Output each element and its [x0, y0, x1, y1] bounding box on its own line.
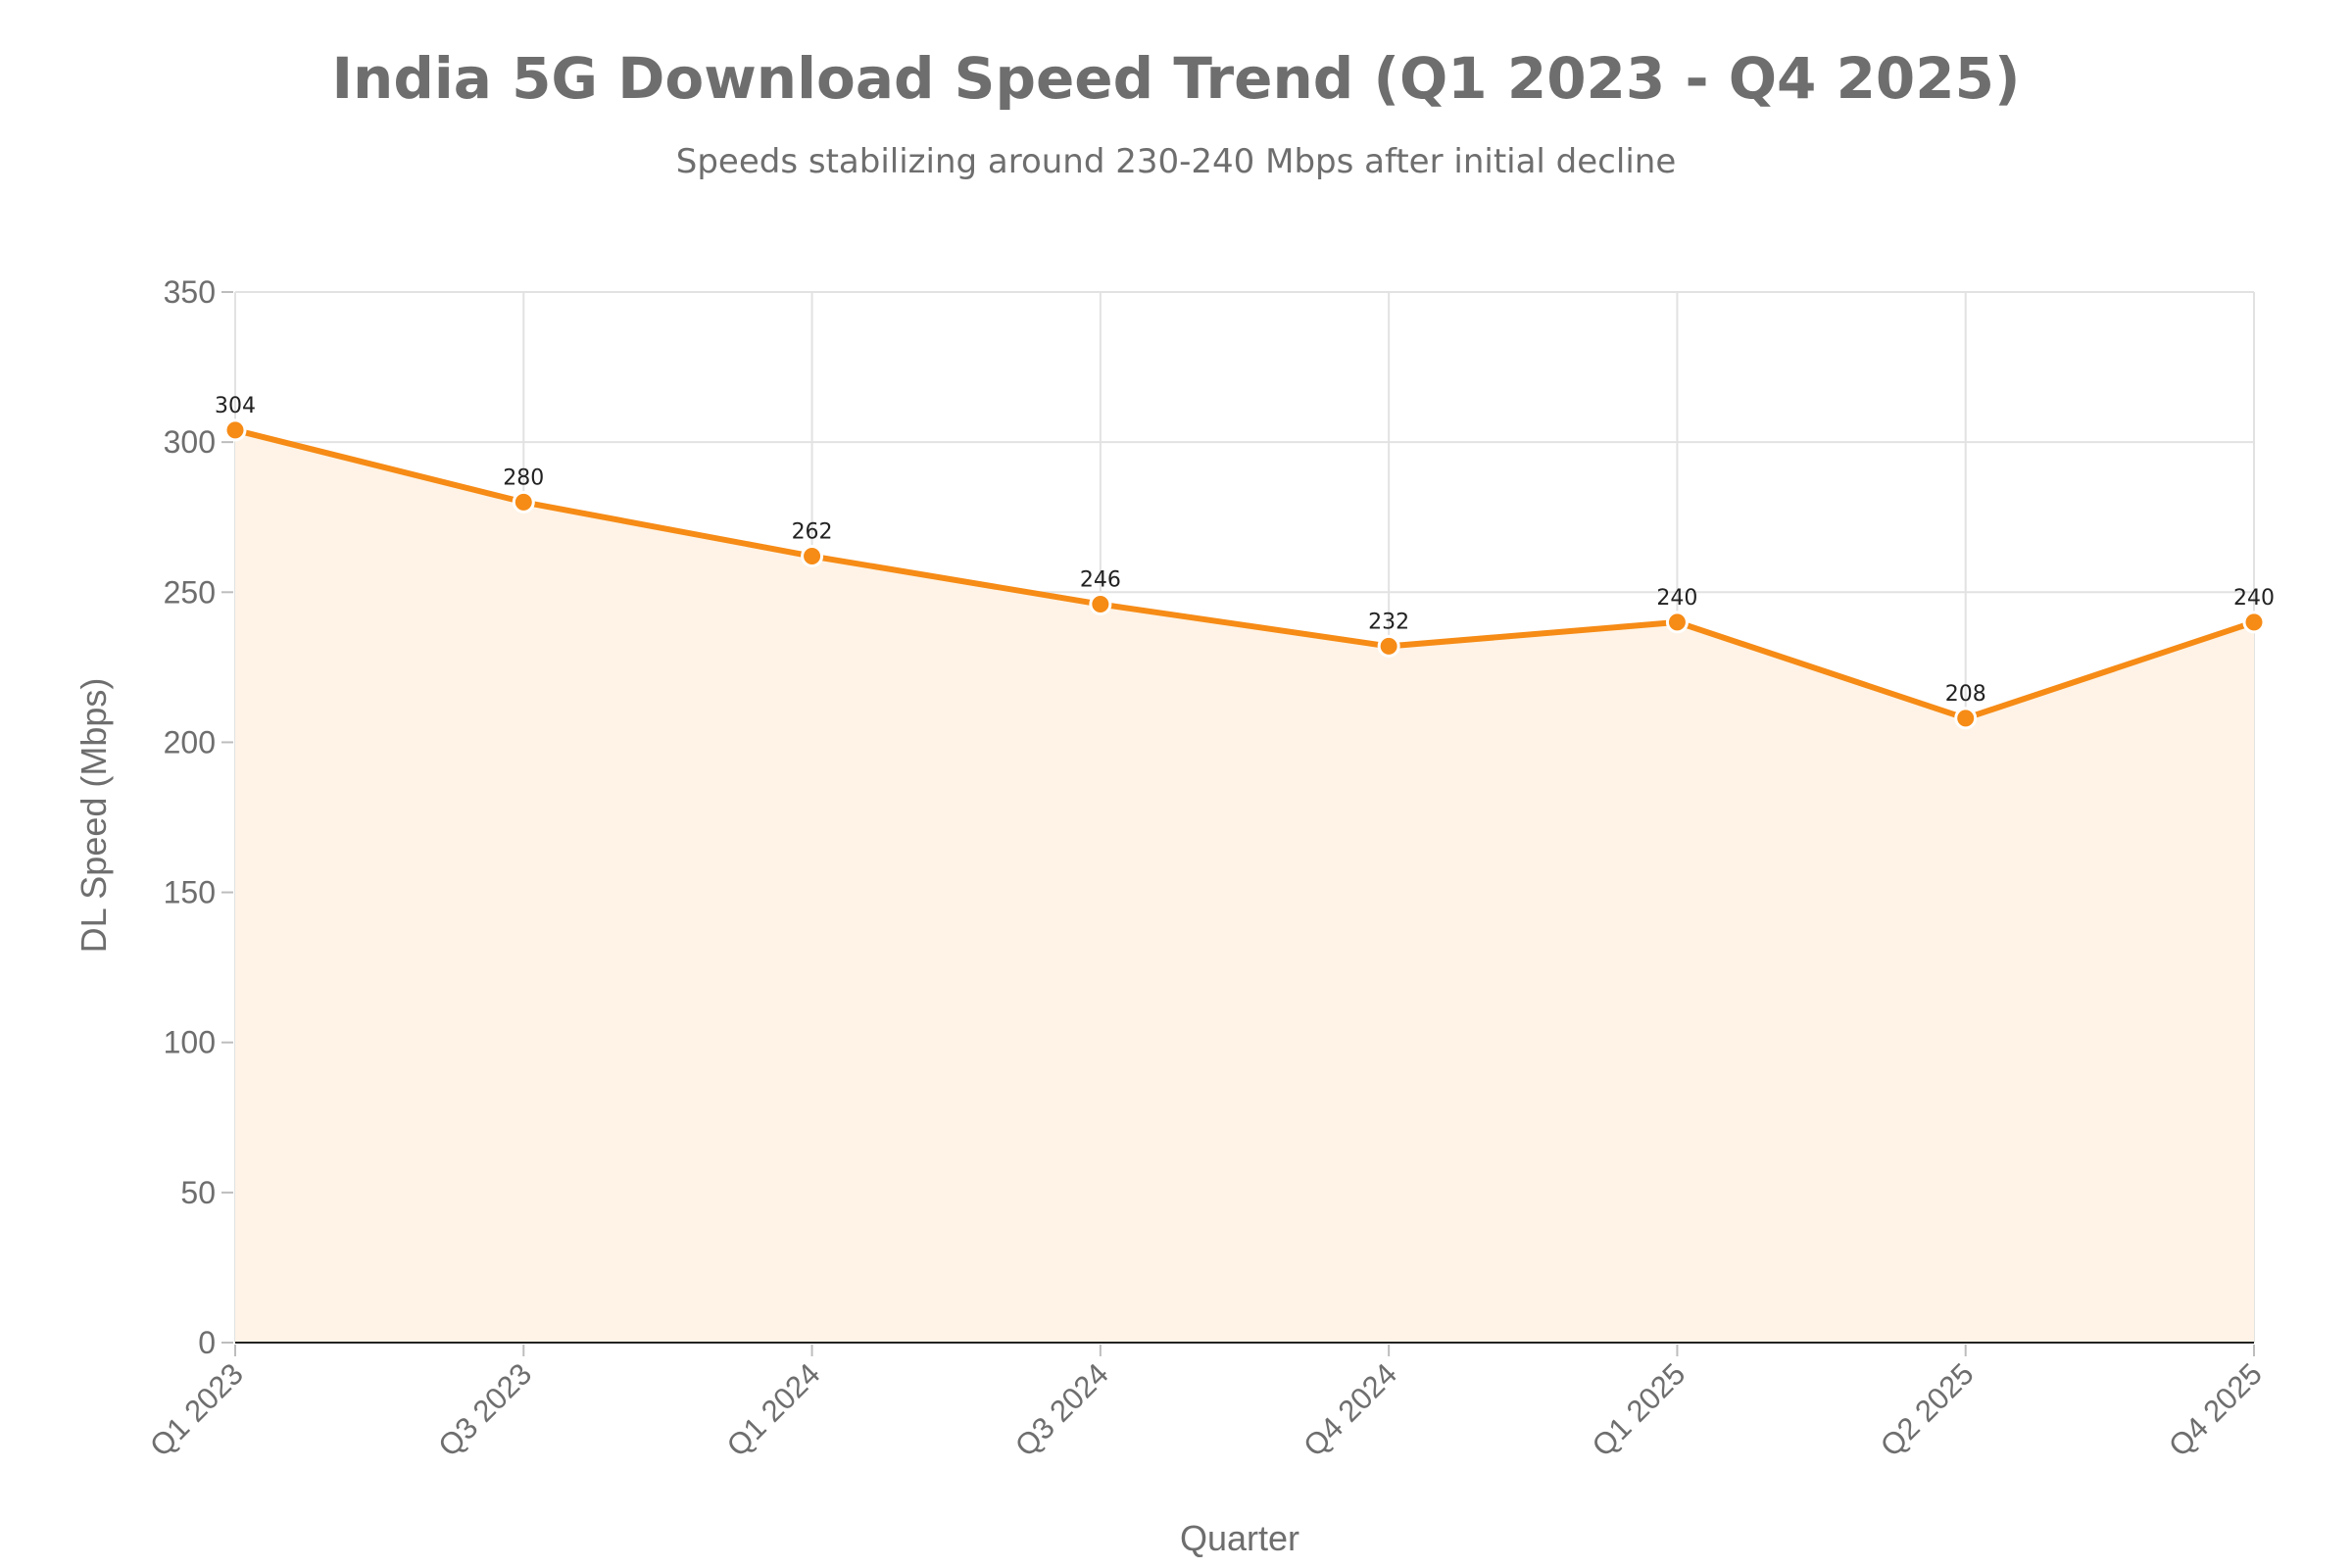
x-axis-ticks: Q1 2023 Q3 2023 Q1 2024 Q3 2024 Q4 2024 Q1 20… [143, 1345, 2269, 1463]
x-tick-label: Q3 2023 [431, 1356, 538, 1463]
data-point [1089, 593, 1112, 616]
y-axis-ticks: 0 50 100 150 200 250 300 350 [164, 274, 233, 1360]
y-tick-label: 350 [164, 274, 216, 310]
area-fill-layer [235, 429, 2254, 1343]
x-tick-label: Q1 2025 [1586, 1356, 1692, 1463]
x-tick-label: Q1 2023 [143, 1356, 250, 1463]
x-tick-label: Q4 2025 [2162, 1356, 2269, 1463]
y-tick-label: 250 [164, 574, 216, 610]
x-tick-label: Q1 2024 [720, 1356, 827, 1463]
data-point [1665, 611, 1689, 634]
y-tick-label: 0 [198, 1325, 216, 1360]
data-point [223, 418, 247, 442]
y-tick-label: 300 [164, 424, 216, 460]
y-tick-label: 150 [164, 875, 216, 910]
series-line-layer [232, 426, 2257, 721]
data-point [2242, 611, 2266, 634]
y-tick-label: 100 [164, 1025, 216, 1060]
data-label: 240 [2233, 586, 2275, 611]
data-label: 280 [503, 466, 544, 490]
x-tick-label: Q3 2024 [1008, 1356, 1115, 1463]
series-line [232, 426, 2257, 721]
data-point [512, 490, 535, 514]
data-label: 262 [792, 520, 833, 545]
data-label: 240 [1656, 586, 1697, 611]
chart-title: India 5G Download Speed Trend (Q1 2023 -… [331, 45, 2020, 112]
data-label: 304 [215, 394, 256, 418]
x-tick-label: Q2 2025 [1874, 1356, 1981, 1463]
data-point [801, 545, 824, 568]
x-tick-label: Q4 2024 [1297, 1356, 1403, 1463]
y-axis-title: DL Speed (Mbps) [74, 678, 114, 954]
chart-subtitle: Speeds stabilizing around 230-240 Mbps a… [676, 142, 1676, 181]
data-label: 246 [1080, 568, 1121, 593]
data-point [1954, 707, 1978, 730]
data-label: 208 [1945, 682, 1986, 707]
data-points [223, 418, 2266, 730]
data-labels: 304 280 262 246 232 240 208 240 [215, 394, 2275, 707]
data-label: 232 [1368, 610, 1409, 634]
area-fill [235, 429, 2254, 1343]
data-point [1377, 634, 1400, 658]
y-tick-label: 200 [164, 724, 216, 760]
y-tick-label: 50 [180, 1175, 216, 1210]
x-axis-title: Quarter [1180, 1518, 1299, 1558]
